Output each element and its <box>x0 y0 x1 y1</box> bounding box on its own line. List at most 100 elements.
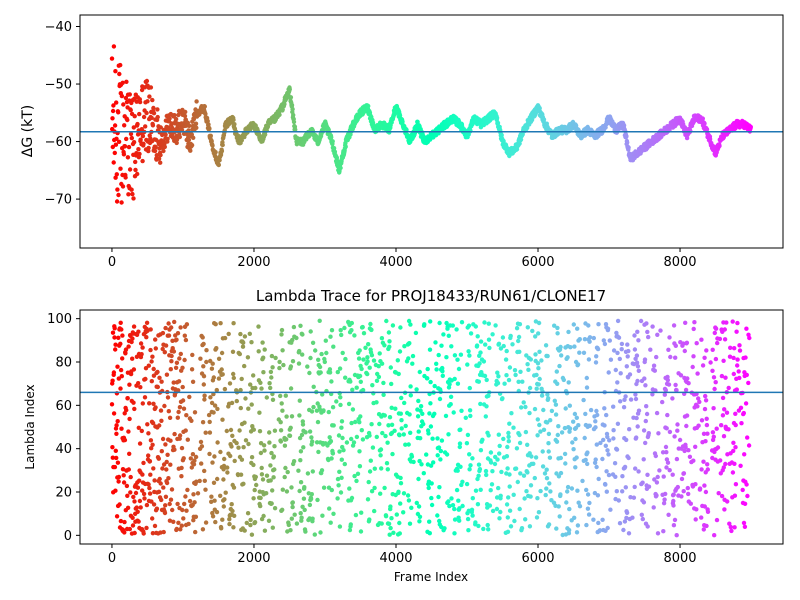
data-point <box>327 435 332 440</box>
data-point <box>331 146 337 151</box>
data-point <box>300 352 305 357</box>
data-point <box>559 430 565 435</box>
data-point <box>191 462 197 467</box>
data-point <box>630 515 635 520</box>
data-point <box>300 422 306 427</box>
data-point <box>330 139 335 144</box>
data-point <box>686 448 691 453</box>
data-point <box>118 341 123 346</box>
data-point <box>562 425 568 431</box>
data-point <box>466 349 471 354</box>
data-point <box>643 440 648 446</box>
data-point <box>281 362 286 368</box>
data-point <box>711 406 716 411</box>
data-point <box>382 413 387 418</box>
data-point <box>114 431 119 436</box>
data-point <box>584 487 589 493</box>
data-point <box>525 125 530 130</box>
data-point <box>617 521 623 526</box>
data-point <box>486 337 492 342</box>
data-point <box>176 379 182 384</box>
data-point <box>716 491 721 496</box>
data-point <box>351 440 357 445</box>
data-point <box>297 348 302 354</box>
data-point <box>727 354 733 359</box>
data-point <box>662 497 667 502</box>
data-point <box>536 510 542 515</box>
data-point <box>587 335 593 340</box>
data-point <box>416 429 421 434</box>
data-point <box>484 404 489 409</box>
data-point <box>554 369 559 374</box>
data-point <box>179 465 184 471</box>
data-point <box>160 436 166 442</box>
data-point <box>123 351 128 356</box>
data-point <box>219 526 224 531</box>
data-point <box>140 133 146 139</box>
data-point <box>202 478 207 483</box>
data-point <box>645 524 650 529</box>
data-point <box>686 491 691 497</box>
data-point <box>702 355 707 360</box>
data-point <box>424 452 429 457</box>
data-point <box>132 406 137 412</box>
data-point <box>308 355 313 361</box>
data-point <box>473 520 478 525</box>
data-point <box>495 457 500 462</box>
data-point <box>262 347 267 352</box>
data-point <box>474 343 480 348</box>
data-point <box>705 462 710 467</box>
data-point <box>270 488 275 493</box>
data-point <box>555 331 560 336</box>
data-point <box>209 400 215 406</box>
data-point <box>525 470 530 475</box>
data-point <box>148 85 154 90</box>
data-point <box>416 504 422 509</box>
data-point <box>138 385 143 390</box>
data-point <box>507 421 512 426</box>
data-point <box>677 437 683 443</box>
data-point <box>607 438 612 443</box>
data-point <box>207 451 212 457</box>
data-point <box>389 422 395 427</box>
data-point <box>242 528 247 533</box>
data-point <box>508 524 514 529</box>
data-point <box>519 526 525 531</box>
data-point <box>408 384 413 389</box>
data-point <box>546 396 551 401</box>
data-point <box>261 370 266 375</box>
data-point <box>366 479 371 485</box>
data-point <box>517 432 522 438</box>
data-point <box>148 472 153 477</box>
data-point <box>249 532 255 537</box>
data-point <box>536 366 541 371</box>
data-point <box>310 469 315 474</box>
data-point <box>382 485 387 491</box>
data-point <box>222 386 228 392</box>
data-point <box>518 137 524 142</box>
data-point <box>361 331 367 336</box>
data-point <box>272 444 277 449</box>
data-point <box>143 124 148 129</box>
data-point <box>665 460 671 465</box>
data-point <box>140 401 145 406</box>
data-point <box>438 457 443 462</box>
data-point <box>227 521 232 527</box>
data-point <box>618 399 623 404</box>
data-point <box>110 144 116 150</box>
data-point <box>705 467 710 472</box>
data-point <box>257 429 263 434</box>
data-point <box>150 420 156 426</box>
data-point <box>711 434 716 439</box>
data-point <box>336 483 341 488</box>
data-point <box>611 404 616 409</box>
data-point <box>187 123 192 128</box>
data-point <box>468 463 473 468</box>
data-point <box>302 485 307 490</box>
data-point <box>469 507 475 512</box>
data-point <box>240 344 246 349</box>
data-point <box>242 363 247 369</box>
data-point <box>213 322 218 327</box>
data-point <box>440 373 445 378</box>
data-point <box>626 455 631 461</box>
